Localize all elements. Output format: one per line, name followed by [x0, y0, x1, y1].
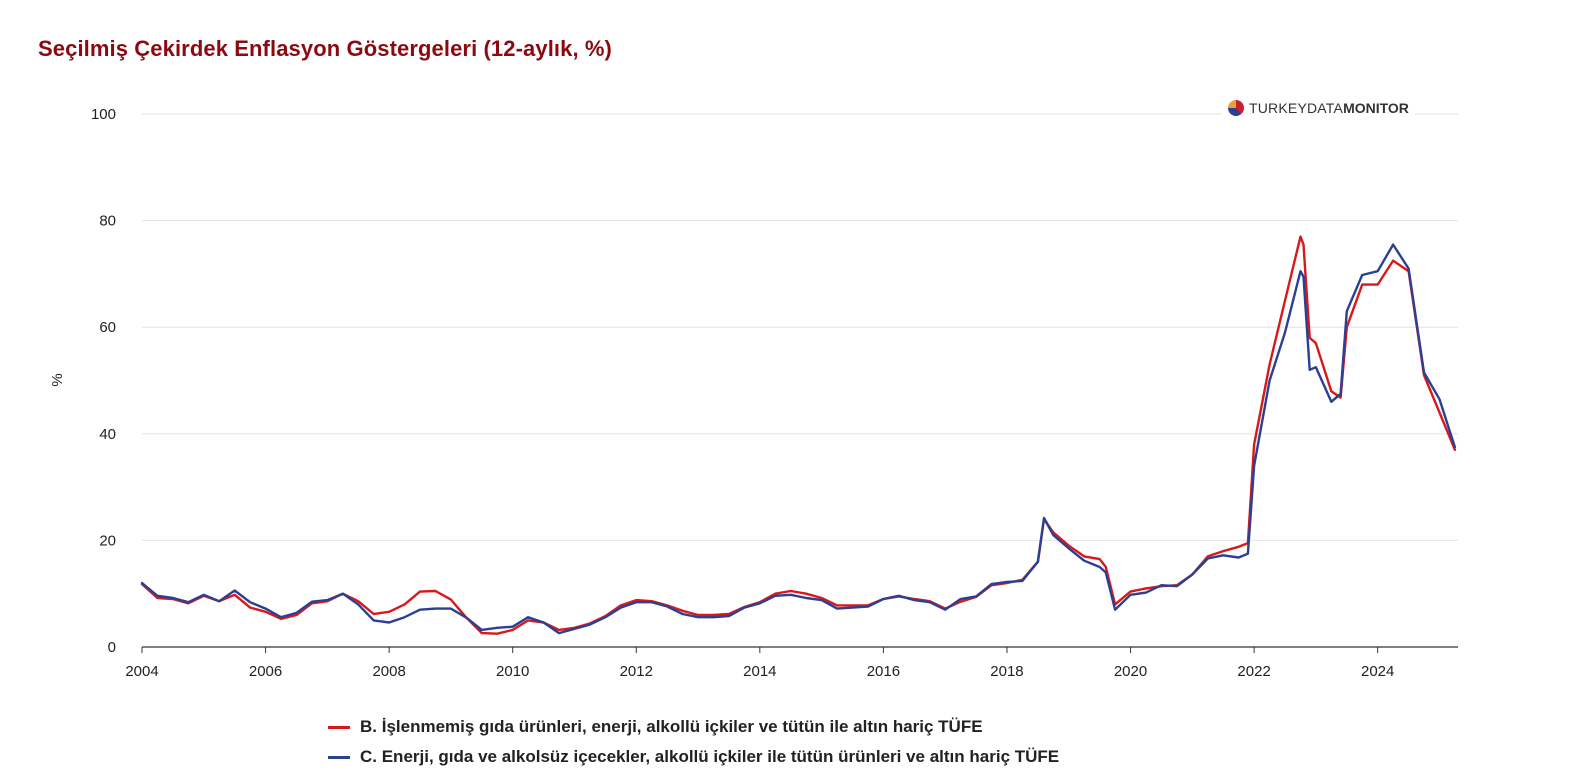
x-tick-label: 2018 [990, 663, 1023, 680]
x-tick-label: 2010 [496, 663, 529, 680]
x-tick-label: 2014 [743, 663, 776, 680]
logo-text-turkey: TURKEY [1249, 100, 1307, 116]
y-tick-label: 80 [99, 213, 116, 230]
y-tick-label: 20 [99, 532, 116, 549]
series-line-b[interactable] [140, 235, 1457, 635]
series-line-c[interactable] [140, 243, 1457, 635]
grid-lines [142, 113, 1458, 541]
legend-item-series-b[interactable]: B. İşlenmemiş gıda ürünleri, enerji, alk… [328, 712, 1059, 742]
chart-title: Seçilmiş Çekirdek Enflasyon Göstergeleri… [38, 36, 612, 61]
x-tick-label: 2008 [372, 663, 405, 680]
y-tick-label: 100 [91, 106, 116, 123]
series-lines [140, 235, 1457, 635]
brand-logo: TURKEYDATAMONITOR [1222, 100, 1415, 116]
x-tick-label: 2022 [1237, 663, 1270, 680]
y-tick-label: 40 [99, 426, 116, 443]
y-axis-label: % [49, 373, 66, 386]
legend-item-series-c[interactable]: C. Enerji, gıda ve alkolsüz içecekler, a… [328, 742, 1059, 772]
logo-globe-icon [1228, 100, 1244, 116]
x-tick-label: 2016 [867, 663, 900, 680]
x-tick-label: 2004 [125, 663, 158, 680]
y-tick-label: 0 [108, 639, 116, 656]
axes: 0 20 40 60 80 100 2004 2006 2008 2010 2012 2014 2016… [91, 106, 1458, 680]
legend-label-series-c: C. Enerji, gıda ve alkolsüz içecekler, a… [360, 747, 1060, 766]
legend-swatch-series-b [328, 725, 350, 729]
y-tick-label: 60 [99, 319, 116, 336]
x-tick-label: 2020 [1114, 663, 1147, 680]
legend-label-series-b: B. İşlenmemiş gıda ürünleri, enerji, alk… [360, 717, 983, 736]
legend-swatch-series-c [328, 755, 350, 759]
x-tick-label: 2012 [620, 663, 653, 680]
x-tick-label: 2024 [1361, 663, 1394, 680]
logo-text-monitor: MONITOR [1343, 100, 1409, 116]
chart-legend: B. İşlenmemiş gıda ürünleri, enerji, alk… [328, 712, 1059, 772]
x-tick-label: 2006 [249, 663, 282, 680]
logo-text-data: DATA [1307, 100, 1344, 116]
